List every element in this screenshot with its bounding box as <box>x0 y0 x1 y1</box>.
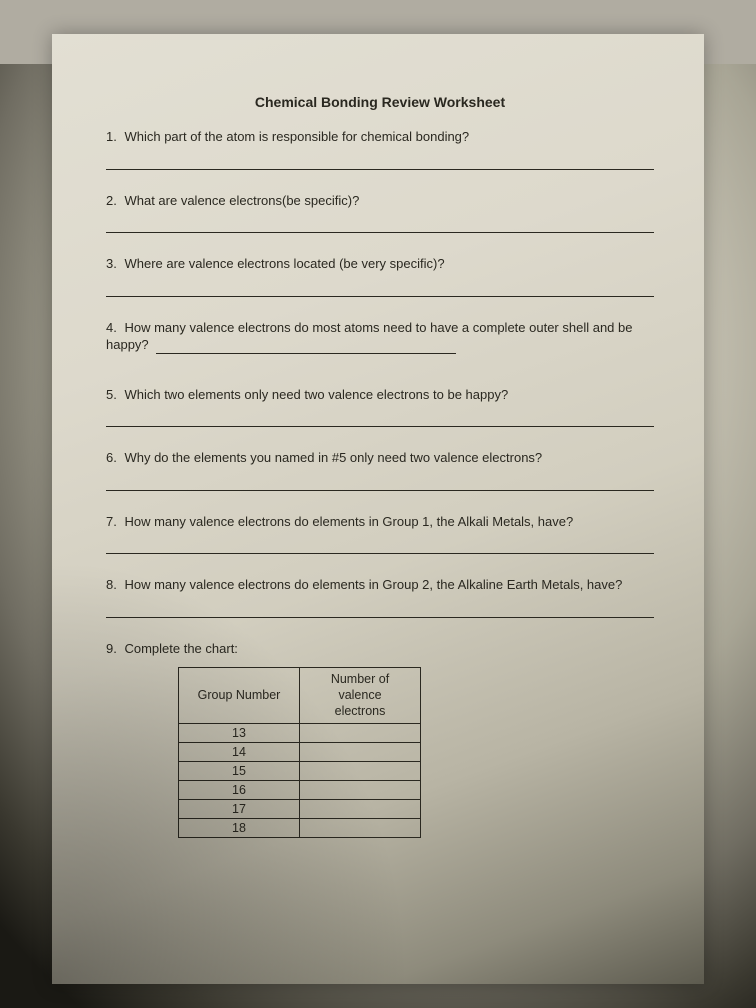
answer-line <box>106 540 654 554</box>
valence-chart: Group Number Number of valence electrons… <box>178 667 654 838</box>
valence-table: Group Number Number of valence electrons… <box>178 667 421 838</box>
question-text: Why do the elements you named in #5 only… <box>124 450 542 465</box>
cell-group: 14 <box>179 743 300 762</box>
table-row: 17 <box>179 800 421 819</box>
cell-valence <box>300 724 421 743</box>
cell-group: 15 <box>179 762 300 781</box>
cell-valence <box>300 743 421 762</box>
question-7: 7. How many valence electrons do element… <box>106 513 654 531</box>
question-text: Which two elements only need two valence… <box>124 387 508 402</box>
worksheet-title: Chemical Bonding Review Worksheet <box>106 94 654 110</box>
cell-valence <box>300 781 421 800</box>
question-number: 4. <box>106 320 117 335</box>
cell-valence <box>300 819 421 838</box>
question-number: 3. <box>106 256 117 271</box>
question-4: 4. How many valence electrons do most at… <box>106 319 654 354</box>
table-header-valence: Number of valence electrons <box>300 668 421 724</box>
question-number: 5. <box>106 387 117 402</box>
table-row: 16 <box>179 781 421 800</box>
table-row: 15 <box>179 762 421 781</box>
answer-line <box>106 219 654 233</box>
table-header-group: Group Number <box>179 668 300 724</box>
table-row: 13 <box>179 724 421 743</box>
question-text: Where are valence electrons located (be … <box>124 256 444 271</box>
question-2: 2. What are valence electrons(be specifi… <box>106 192 654 210</box>
question-number: 6. <box>106 450 117 465</box>
cell-group: 16 <box>179 781 300 800</box>
question-text: How many valence electrons do elements i… <box>124 514 573 529</box>
table-row: 14 <box>179 743 421 762</box>
question-text: What are valence electrons(be specific)? <box>124 193 359 208</box>
question-9: 9. Complete the chart: <box>106 640 654 658</box>
question-number: 8. <box>106 577 117 592</box>
question-text: How many valence electrons do elements i… <box>124 577 622 592</box>
question-number: 7. <box>106 514 117 529</box>
question-number: 1. <box>106 129 117 144</box>
cell-valence <box>300 800 421 819</box>
worksheet-page: Chemical Bonding Review Worksheet 1. Whi… <box>52 34 704 984</box>
table-row: 18 <box>179 819 421 838</box>
question-8: 8. How many valence electrons do element… <box>106 576 654 594</box>
answer-line <box>106 413 654 427</box>
table-header-row: Group Number Number of valence electrons <box>179 668 421 724</box>
answer-line <box>156 340 456 354</box>
question-text: Which part of the atom is responsible fo… <box>124 129 469 144</box>
question-1: 1. Which part of the atom is responsible… <box>106 128 654 146</box>
question-6: 6. Why do the elements you named in #5 o… <box>106 449 654 467</box>
answer-line <box>106 283 654 297</box>
question-5: 5. Which two elements only need two vale… <box>106 386 654 404</box>
question-text: Complete the chart: <box>124 641 237 656</box>
cell-group: 17 <box>179 800 300 819</box>
cell-group: 13 <box>179 724 300 743</box>
cell-group: 18 <box>179 819 300 838</box>
cell-valence <box>300 762 421 781</box>
answer-line <box>106 477 654 491</box>
question-number: 2. <box>106 193 117 208</box>
question-3: 3. Where are valence electrons located (… <box>106 255 654 273</box>
question-number: 9. <box>106 641 117 656</box>
answer-line <box>106 604 654 618</box>
answer-line <box>106 156 654 170</box>
